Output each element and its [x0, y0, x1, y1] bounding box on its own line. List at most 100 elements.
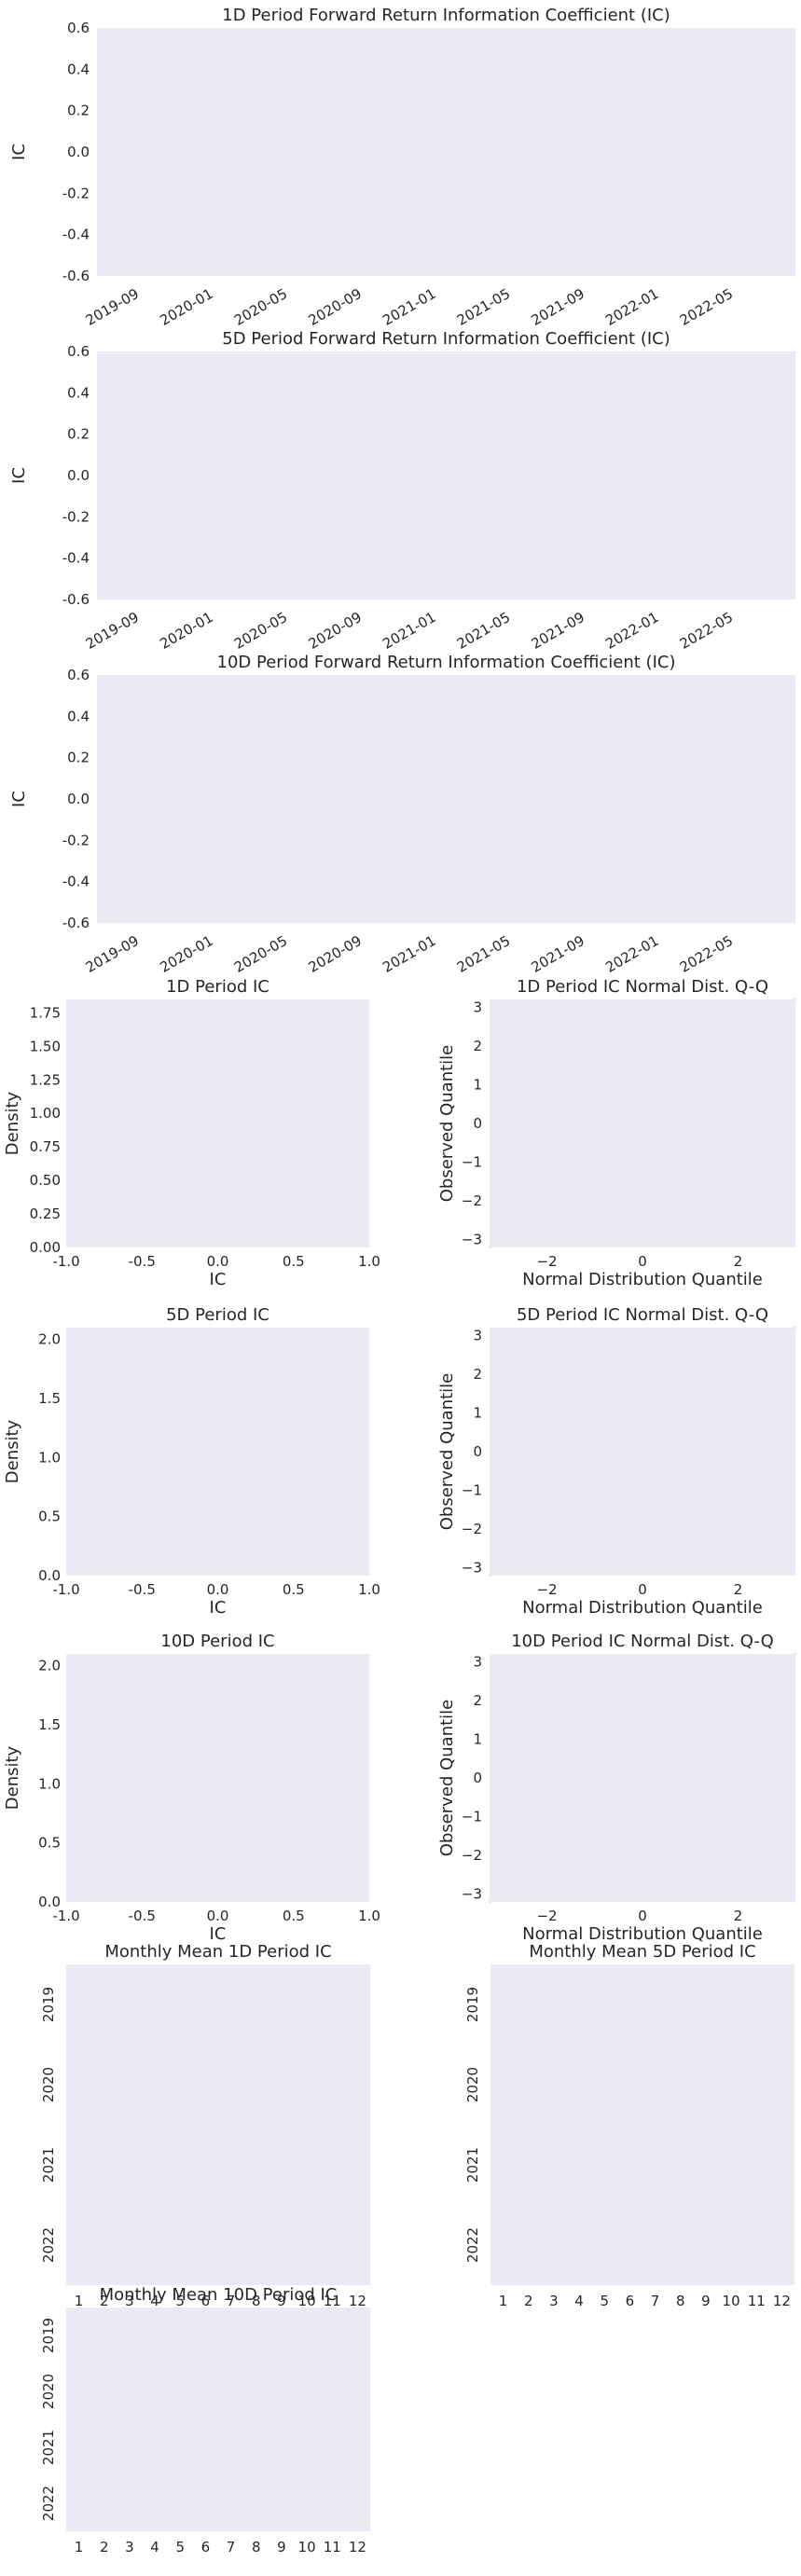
heatmap-year-label: 2022	[40, 2227, 57, 2263]
heatmap-year-label: 2022	[464, 2227, 481, 2263]
x-tick-label: 2022-05	[677, 285, 736, 329]
y-tick-label: −2	[462, 1192, 482, 1209]
y-tick-label: 1	[473, 1730, 482, 1747]
y-tick-label: 0.0	[38, 1567, 61, 1584]
x-tick-label: −2	[536, 1908, 557, 1924]
y-tick-label: -0.4	[62, 550, 90, 567]
y-tick-label: -0.2	[62, 185, 90, 201]
x-tick-label: 1.0	[358, 1581, 380, 1598]
heatmap-month-label: 2	[100, 2539, 109, 2555]
y-tick-label: 2.0	[38, 1658, 61, 1674]
x-axis-label: Normal Distribution Quantile	[522, 1924, 763, 1944]
y-tick-label: 0.4	[67, 708, 90, 724]
x-tick-label: 2022-01	[602, 285, 661, 329]
y-tick-label: 1.0	[38, 1775, 61, 1792]
y-tick-label: -0.4	[62, 874, 90, 890]
heatmap-month-label: 10	[298, 2293, 316, 2309]
x-tick-label: 2020-05	[231, 285, 290, 329]
plot-area	[490, 999, 795, 1247]
heatmap-month-label: 10	[298, 2539, 316, 2555]
heatmap-month-label: 4	[150, 2293, 159, 2309]
heatmap-month-label: 8	[676, 2293, 685, 2309]
heatmap-year-label: 2019	[464, 1987, 481, 2022]
x-tick-label: 0.5	[283, 1908, 305, 1924]
chart-title: 10D Period IC	[160, 1632, 274, 1651]
y-tick-label: -0.2	[62, 508, 90, 525]
y-tick-label: 0.6	[67, 343, 90, 360]
heatmap-month-label: 7	[651, 2293, 660, 2309]
chart-title: Monthly Mean 10D Period IC	[100, 2285, 338, 2305]
x-axis-label: IC	[210, 1270, 227, 1289]
x-axis-label: Normal Distribution Quantile	[522, 1270, 763, 1289]
y-tick-label: 1.00	[30, 1105, 61, 1122]
x-tick-label: -0.5	[129, 1253, 156, 1270]
x-tick-label: 2020-05	[231, 932, 290, 976]
y-tick-label: 0.6	[67, 20, 90, 36]
heatmap-month-label: 3	[125, 2293, 134, 2309]
plot-area	[490, 1328, 795, 1576]
y-tick-label: 0.0	[67, 144, 90, 160]
y-tick-label: 0.5	[38, 1508, 61, 1525]
y-tick-label: 1.50	[30, 1038, 61, 1054]
chart-title: Monthly Mean 1D Period IC	[104, 1942, 331, 1962]
y-tick-label: 2	[473, 1692, 482, 1709]
heatmap-year-label: 2021	[40, 2147, 57, 2183]
y-axis-label: Density	[3, 1419, 22, 1483]
x-tick-label: -0.5	[129, 1908, 156, 1924]
x-axis-label: Normal Distribution Quantile	[522, 1598, 763, 1618]
plot-area	[97, 351, 795, 599]
x-tick-label: 0.5	[283, 1581, 305, 1598]
y-tick-label: 0	[473, 1443, 482, 1460]
x-tick-label: -1.0	[52, 1253, 79, 1270]
x-tick-label: 2	[734, 1581, 743, 1598]
heatmap-month-label: 4	[574, 2293, 584, 2309]
x-tick-label: 0	[638, 1253, 647, 1270]
y-axis-label: Density	[3, 1745, 22, 1810]
x-tick-label: -0.5	[129, 1581, 156, 1598]
x-tick-label: 2021-01	[380, 285, 438, 329]
y-axis-label: IC	[9, 144, 29, 160]
x-tick-label: -1.0	[52, 1581, 79, 1598]
heatmap-year-label: 2021	[40, 2430, 57, 2465]
heatmap-year-label: 2020	[40, 2067, 57, 2102]
y-tick-label: -0.6	[62, 915, 90, 931]
x-tick-label: 2021-05	[454, 609, 513, 653]
heatmap-month-label: 1	[499, 2293, 508, 2309]
heatmap-month-label: 7	[227, 2539, 236, 2555]
plot-area	[66, 1328, 369, 1576]
chart-title: 1D Period Forward Return Information Coe…	[222, 6, 670, 25]
x-tick-label: 2021-09	[529, 932, 587, 976]
y-tick-label: 1	[473, 1404, 482, 1421]
heatmap-year-label: 2022	[40, 2486, 57, 2521]
x-tick-label: 2022-05	[677, 932, 736, 976]
y-tick-label: 1	[473, 1076, 482, 1093]
y-tick-label: 0.0	[67, 467, 90, 484]
y-tick-label: 0	[473, 1770, 482, 1786]
chart-title: Monthly Mean 5D Period IC	[529, 1942, 755, 1962]
chart-title: 1D Period IC Normal Dist. Q-Q	[517, 977, 768, 997]
x-tick-label: 2019-09	[83, 932, 142, 976]
x-tick-label: 0	[638, 1581, 647, 1598]
heatmap-month-label: 2	[524, 2293, 533, 2309]
y-tick-label: 0.2	[67, 426, 90, 443]
y-tick-label: 0.00	[30, 1239, 61, 1256]
x-tick-label: 2	[734, 1253, 743, 1270]
heatmap-month-label: 5	[600, 2293, 609, 2309]
plot-area	[66, 1964, 370, 2285]
y-tick-label: −3	[462, 1886, 482, 1903]
y-tick-label: 0.0	[67, 791, 90, 807]
y-axis-label: Observed Quantile	[437, 1700, 457, 1856]
y-tick-label: 3	[473, 1653, 482, 1670]
x-tick-label: −2	[536, 1253, 557, 1270]
heatmap-month-label: 1	[75, 2293, 84, 2309]
y-tick-label: 0.5	[38, 1835, 61, 1852]
x-tick-label: 2022-01	[602, 609, 661, 653]
heatmap-month-label: 8	[252, 2293, 261, 2309]
y-tick-label: 0.0	[38, 1894, 61, 1910]
y-tick-label: −1	[462, 1154, 482, 1171]
y-tick-label: 1.0	[38, 1449, 61, 1466]
heatmap-month-label: 9	[701, 2293, 711, 2309]
y-axis-label: Observed Quantile	[437, 1045, 457, 1202]
y-tick-label: −3	[462, 1232, 482, 1248]
